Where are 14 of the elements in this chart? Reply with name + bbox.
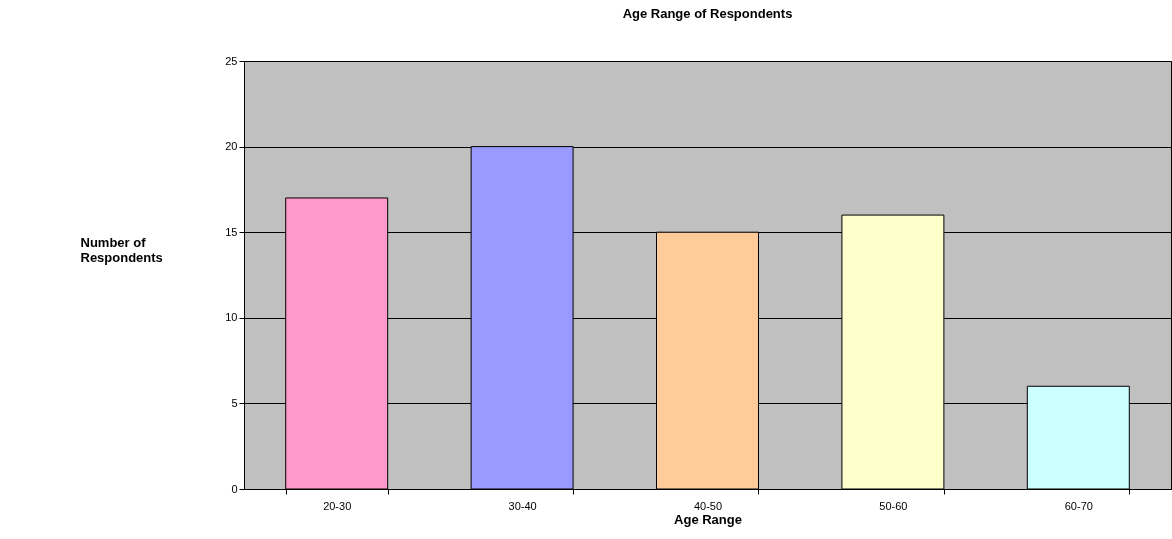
y-tick-label: 10	[225, 311, 238, 324]
y-tick-label: 15	[225, 225, 238, 238]
chart-title: Age Range of Respondents	[622, 6, 793, 21]
x-tick-label: 30-40	[508, 499, 537, 512]
y-tick-label: 20	[225, 140, 238, 153]
x-tick-label: 20-30	[323, 499, 352, 512]
y-axis-title: Number of Respondents	[80, 234, 163, 265]
y-tick-label: 5	[231, 396, 238, 409]
x-tick-label: 50-60	[879, 499, 908, 512]
y-tick-label: 25	[225, 54, 238, 67]
x-tick-label: 40-50	[693, 499, 723, 512]
y-tick-label: 0	[231, 482, 238, 495]
x-tick-label: 60-70	[1064, 499, 1093, 512]
x-axis-title: Age Range	[674, 511, 742, 527]
